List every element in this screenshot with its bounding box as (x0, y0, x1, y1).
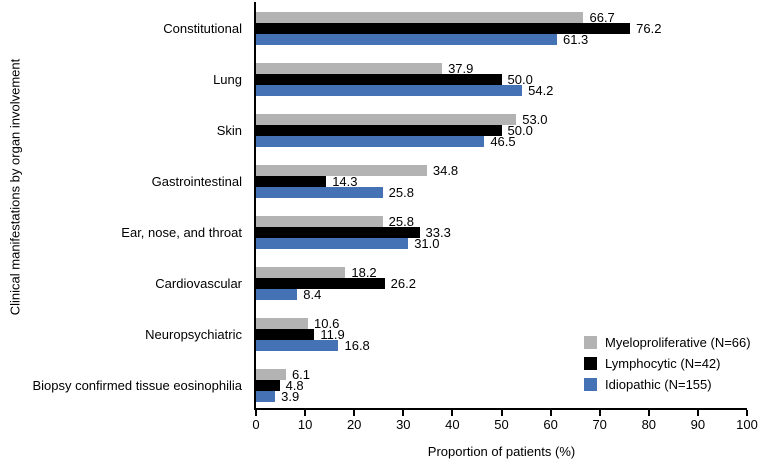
x-tick (696, 410, 699, 416)
category-label: Ear, nose, and throat (121, 224, 242, 240)
bar-value-label: 6.1 (291, 367, 311, 382)
bar (256, 267, 346, 278)
bar-value-label: 16.8 (344, 338, 370, 353)
bar-value-label: 25.8 (388, 185, 414, 200)
plot-area: 66.7 76.2 61.3 37.9 50.0 54.2 53.0 50.0 46.5 34.8… (254, 2, 747, 410)
legend-item: Lymphocytic (N=42) (584, 353, 751, 374)
bar (256, 369, 286, 380)
bar (256, 318, 309, 329)
category-label: Neuropsychiatric (145, 326, 242, 342)
bar-value-label: 66.7 (589, 10, 615, 25)
x-tick (451, 410, 454, 416)
x-tick-label: 70 (592, 417, 607, 432)
legend-item: Myeloproliferative (N=66) (584, 332, 751, 353)
x-tick-label: 50 (494, 417, 509, 432)
bar-value-label: 14.3 (332, 174, 358, 189)
bar-value-label: 11.9 (320, 327, 345, 342)
legend-label: Idiopathic (N=155) (605, 377, 712, 392)
x-tick-label: 90 (690, 417, 706, 432)
legend-swatch (584, 357, 597, 370)
legend: Myeloproliferative (N=66) Lymphocytic (N=… (584, 332, 751, 395)
x-tick-label: 20 (346, 417, 362, 432)
bar (256, 63, 443, 74)
bar (256, 380, 280, 391)
bar (256, 23, 631, 34)
bar (256, 74, 502, 85)
bar-value-label: 50.0 (507, 72, 533, 87)
bar-value-label: 10.6 (314, 316, 340, 331)
category-label: Skin (216, 122, 242, 138)
legend-label: Lymphocytic (N=42) (605, 356, 721, 371)
bar (256, 176, 327, 187)
x-tick (402, 410, 405, 416)
x-tick-label: 10 (297, 417, 313, 432)
bar-value-label: 3.9 (281, 389, 300, 404)
bar-value-label: 31.0 (414, 236, 440, 251)
bar (256, 34, 557, 45)
x-tick (549, 410, 552, 416)
bar (256, 216, 383, 227)
bar (256, 391, 276, 402)
bar (256, 238, 409, 249)
bar (256, 227, 420, 238)
category-label: Lung (213, 71, 242, 87)
x-tick-label: 100 (736, 417, 758, 432)
bar-value-label: 37.9 (448, 61, 474, 76)
bar (256, 329, 315, 340)
category-label: Cardiovascular (155, 275, 242, 291)
bar-value-label: 8.4 (303, 287, 322, 302)
x-tick-label: 60 (543, 417, 558, 432)
x-tick-label: 80 (641, 417, 657, 432)
bar (256, 289, 298, 300)
bar (256, 125, 502, 136)
bar (256, 165, 427, 176)
bar-value-label: 18.2 (351, 265, 377, 280)
bar (256, 114, 517, 125)
legend-swatch (584, 378, 597, 391)
x-tick (598, 410, 601, 416)
x-tick (353, 410, 356, 416)
category-label: Biopsy confirmed tissue eosinophilia (32, 377, 242, 393)
bar (256, 278, 385, 289)
x-tick-label: 30 (396, 417, 411, 432)
x-axis-title: Proportion of patients (%) (427, 444, 576, 459)
bar-value-label: 46.5 (490, 134, 516, 149)
x-tick (304, 410, 307, 416)
x-tick (255, 410, 257, 416)
x-tick-label: 40 (445, 417, 460, 432)
bar (256, 340, 339, 351)
bar-value-label: 54.2 (528, 83, 554, 98)
x-tick (746, 410, 748, 416)
x-tick (647, 410, 650, 416)
bar (256, 136, 485, 147)
legend-item: Idiopathic (N=155) (584, 374, 751, 395)
bar (256, 12, 584, 23)
legend-label: Myeloproliferative (N=66) (605, 335, 751, 350)
category-label: Constitutional (163, 20, 242, 36)
x-tick-label: 0 (252, 417, 260, 432)
bar-value-label: 25.8 (388, 214, 414, 229)
bar-value-label: 76.2 (636, 21, 662, 36)
bar-value-label: 26.2 (390, 276, 416, 291)
bar-value-label: 34.8 (432, 163, 459, 178)
bar-value-label: 50.0 (507, 123, 533, 138)
bar-value-label: 53.0 (522, 112, 548, 127)
legend-swatch (584, 336, 597, 349)
bar (256, 187, 383, 198)
category-label: Gastrointestinal (151, 173, 242, 189)
bar-value-label: 61.3 (562, 32, 589, 47)
x-tick (500, 410, 503, 416)
bar-value-label: 4.8 (285, 378, 304, 393)
bar (256, 85, 523, 96)
bar-value-label: 33.3 (425, 225, 451, 240)
